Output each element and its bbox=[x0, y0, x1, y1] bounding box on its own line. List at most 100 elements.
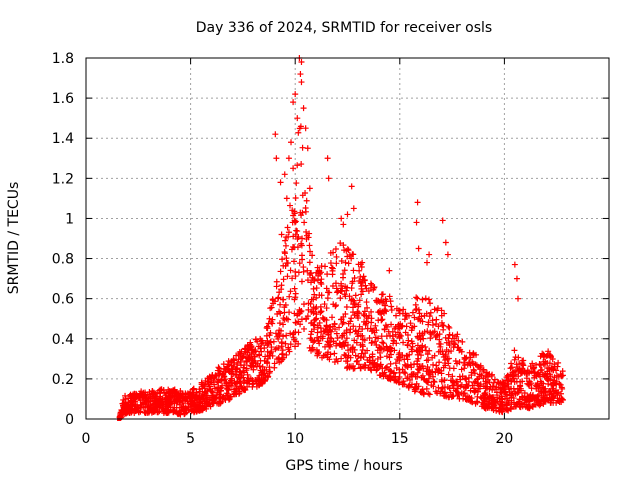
data-point bbox=[382, 322, 389, 329]
data-point bbox=[387, 360, 394, 367]
data-point bbox=[298, 278, 305, 285]
data-point bbox=[414, 295, 421, 302]
data-point bbox=[337, 240, 344, 247]
data-point bbox=[415, 245, 422, 252]
data-point bbox=[386, 354, 393, 361]
data-point bbox=[341, 351, 348, 358]
data-point bbox=[380, 340, 387, 347]
data-point bbox=[422, 343, 429, 350]
data-point bbox=[447, 377, 454, 384]
data-point bbox=[245, 346, 252, 353]
data-point bbox=[266, 368, 273, 375]
data-point bbox=[368, 315, 375, 322]
data-point bbox=[379, 291, 386, 298]
data-point bbox=[313, 311, 320, 318]
data-point bbox=[351, 300, 358, 307]
data-point bbox=[404, 342, 411, 349]
data-point bbox=[538, 380, 545, 387]
data-point bbox=[332, 246, 339, 253]
data-point bbox=[507, 371, 514, 378]
data-point bbox=[254, 360, 261, 367]
data-point bbox=[294, 115, 301, 122]
data-point bbox=[490, 383, 497, 390]
data-point bbox=[354, 357, 361, 364]
data-point bbox=[512, 388, 519, 395]
data-point bbox=[199, 383, 206, 390]
data-point bbox=[376, 309, 383, 316]
data-point bbox=[237, 362, 244, 369]
data-point bbox=[476, 366, 483, 373]
data-point bbox=[149, 402, 156, 409]
data-point bbox=[333, 330, 340, 337]
data-point bbox=[433, 332, 440, 339]
data-point bbox=[317, 325, 324, 332]
data-point bbox=[179, 394, 186, 401]
data-point bbox=[342, 339, 349, 346]
data-point bbox=[373, 297, 380, 304]
data-point bbox=[541, 385, 548, 392]
data-point bbox=[404, 352, 411, 359]
data-point bbox=[367, 280, 374, 287]
data-point bbox=[232, 388, 239, 395]
data-point bbox=[191, 400, 198, 407]
data-point bbox=[392, 377, 399, 384]
data-point bbox=[257, 357, 264, 364]
data-point bbox=[182, 410, 189, 417]
data-point bbox=[327, 351, 334, 358]
data-point bbox=[137, 402, 144, 409]
data-point bbox=[372, 338, 379, 345]
data-point bbox=[302, 189, 309, 196]
data-point bbox=[460, 359, 467, 366]
data-point bbox=[280, 333, 287, 340]
data-point bbox=[225, 368, 232, 375]
data-point bbox=[202, 377, 209, 384]
data-point bbox=[409, 309, 416, 316]
data-point bbox=[287, 341, 294, 348]
data-point bbox=[491, 398, 498, 405]
data-point bbox=[425, 296, 432, 303]
data-point bbox=[387, 376, 394, 383]
data-point bbox=[350, 205, 357, 212]
data-point bbox=[533, 373, 540, 380]
data-point bbox=[180, 406, 187, 413]
data-point bbox=[268, 304, 275, 311]
data-point bbox=[120, 404, 127, 411]
data-point bbox=[227, 382, 234, 389]
data-point bbox=[385, 328, 392, 335]
data-point bbox=[449, 373, 456, 380]
data-point bbox=[333, 356, 340, 363]
data-point bbox=[373, 367, 380, 374]
data-point bbox=[350, 297, 357, 304]
data-point bbox=[481, 390, 488, 397]
data-point bbox=[234, 365, 241, 372]
data-point bbox=[395, 323, 402, 330]
data-point bbox=[124, 401, 131, 408]
data-point bbox=[311, 337, 318, 344]
data-point bbox=[290, 99, 297, 106]
data-point bbox=[258, 348, 265, 355]
data-point bbox=[417, 336, 424, 343]
data-point bbox=[513, 401, 520, 408]
data-point bbox=[294, 235, 301, 242]
data-point bbox=[386, 375, 393, 382]
data-point bbox=[245, 375, 252, 382]
data-point bbox=[441, 384, 448, 391]
data-point bbox=[416, 310, 423, 317]
data-point bbox=[378, 317, 385, 324]
data-point bbox=[358, 291, 365, 298]
data-point bbox=[296, 125, 303, 132]
data-point bbox=[333, 342, 340, 349]
data-point bbox=[436, 359, 443, 366]
data-point bbox=[457, 346, 464, 353]
data-point bbox=[361, 312, 368, 319]
data-point bbox=[165, 400, 172, 407]
data-point bbox=[208, 379, 215, 386]
data-point bbox=[159, 396, 166, 403]
plot-frame bbox=[85, 57, 610, 420]
chart-title: Day 336 of 2024, SRMTID for receiver osl… bbox=[196, 20, 492, 36]
data-point bbox=[425, 390, 432, 397]
data-point bbox=[328, 335, 335, 342]
data-point bbox=[396, 369, 403, 376]
data-point bbox=[306, 185, 313, 192]
